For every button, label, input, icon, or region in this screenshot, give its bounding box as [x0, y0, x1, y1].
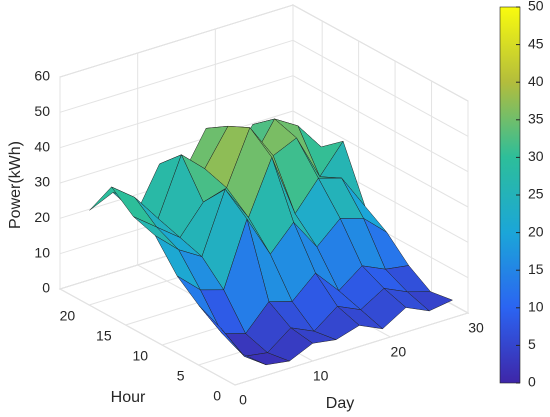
x-tick-label: 10	[313, 368, 329, 384]
grid-line	[234, 312, 469, 386]
z-tick-label: 60	[34, 68, 50, 84]
x-tick-label: 20	[391, 344, 407, 360]
z-tick-label: 10	[34, 244, 50, 260]
y-tick-label: 20	[60, 308, 76, 324]
z-tick-label: 50	[34, 103, 50, 119]
x-tick-label: 0	[239, 392, 247, 408]
colorbar-tick-label: 35	[528, 111, 544, 127]
z-tick-label: 20	[34, 209, 50, 225]
colorbar-tick-label: 0	[528, 374, 536, 390]
grid-line	[59, 288, 236, 386]
grid-line	[59, 4, 294, 78]
x-axis-label: Day	[326, 395, 354, 412]
grid-line	[59, 39, 294, 113]
z-tick-label: 40	[34, 138, 50, 154]
y-tick-label: 5	[177, 368, 185, 384]
y-axis-label: Hour	[111, 389, 146, 406]
grid-line	[59, 110, 294, 184]
z-tick-label: 30	[34, 174, 50, 190]
z-axis-label: Power(kWh)	[7, 141, 24, 229]
colorbar-tick-label: 20	[528, 223, 544, 239]
colorbar-tick-label: 50	[528, 0, 544, 14]
colorbar-tick-label: 25	[528, 186, 544, 202]
colorbar-tick-label: 30	[528, 148, 544, 164]
y-tick-label: 0	[213, 388, 221, 404]
colorbar-tick-label: 5	[528, 336, 536, 352]
colorbar-tick-label: 10	[528, 299, 544, 315]
grid-line	[59, 75, 294, 149]
z-tick-label: 0	[42, 280, 50, 296]
colorbar-tick-label: 15	[528, 261, 544, 277]
colorbar-tick-label: 45	[528, 35, 544, 51]
y-tick-label: 15	[96, 328, 112, 344]
x-tick-label: 30	[468, 320, 484, 336]
surface-patch	[220, 327, 267, 366]
y-tick-label: 10	[133, 348, 149, 364]
colorbar-tick-label: 40	[528, 73, 544, 89]
